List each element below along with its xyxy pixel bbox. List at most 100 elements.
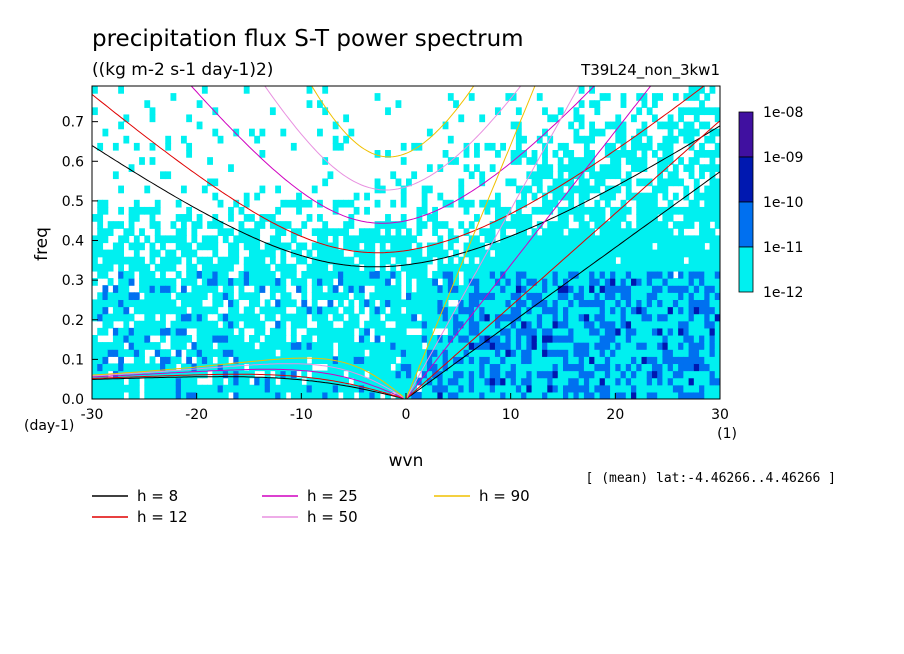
heat-cell	[515, 270, 522, 279]
heat-cell	[704, 292, 711, 301]
heat-cell	[170, 256, 177, 265]
heat-cell	[552, 334, 559, 343]
heat-cell	[112, 313, 119, 322]
heat-cell	[296, 356, 302, 365]
heat-cell	[343, 228, 350, 236]
heat-cell	[353, 349, 360, 357]
heat-cell	[599, 327, 606, 336]
heat-cell	[343, 391, 350, 399]
heat-cell	[290, 384, 297, 393]
heat-cell	[552, 285, 559, 293]
heat-cell	[102, 342, 109, 350]
heat-cell	[442, 384, 449, 393]
heat-cell	[631, 164, 637, 172]
heat-cell	[704, 164, 711, 172]
heat-cell	[641, 384, 648, 393]
heat-cell	[364, 242, 370, 251]
heat-cell	[217, 349, 224, 357]
heat-cell	[426, 370, 433, 379]
heat-cell	[599, 270, 606, 279]
heat-cell	[699, 192, 705, 201]
heat-cell	[631, 150, 637, 158]
heat-cell	[97, 363, 104, 372]
heat-cell	[704, 235, 711, 244]
heat-cell	[646, 242, 653, 251]
heat-cell	[641, 214, 648, 222]
heat-cell	[118, 384, 124, 393]
heat-cell	[369, 235, 376, 244]
heat-cell	[636, 256, 643, 265]
heat-cell	[615, 157, 622, 165]
heat-cell	[604, 292, 611, 301]
heat-cell	[474, 278, 480, 286]
heat-cell	[474, 313, 480, 322]
heat-cell	[275, 327, 281, 336]
heat-cell	[688, 121, 695, 130]
heat-cell	[102, 391, 109, 399]
heat-cell	[317, 313, 323, 322]
heat-cell	[526, 313, 533, 322]
heat-cell	[416, 256, 423, 265]
heat-cell	[547, 342, 554, 350]
heat-cell	[458, 384, 465, 393]
heat-cell	[118, 334, 124, 343]
heat-cell	[400, 342, 407, 350]
heat-cell	[437, 263, 444, 272]
heat-cell	[521, 299, 527, 308]
heat-cell	[505, 249, 512, 258]
heat-cell	[552, 306, 559, 315]
heat-cell	[343, 270, 350, 279]
heat-cell	[128, 228, 135, 236]
heat-cell	[385, 228, 391, 236]
heat-cell	[107, 391, 114, 399]
heat-cell	[589, 349, 595, 357]
heat-cell	[688, 356, 695, 365]
heat-cell	[568, 256, 575, 265]
heat-cell	[536, 235, 543, 244]
heat-cell	[578, 171, 585, 180]
heat-cell	[683, 306, 690, 315]
heat-cell	[641, 285, 648, 293]
heat-cell	[662, 384, 669, 393]
heat-cell	[353, 356, 360, 365]
heat-cell	[468, 342, 475, 350]
heat-cell	[426, 313, 433, 322]
heat-cell	[646, 192, 653, 201]
heat-cell	[243, 278, 250, 286]
heat-cell	[568, 121, 575, 130]
ig-curve-h25	[190, 86, 595, 224]
heat-cell	[322, 391, 329, 399]
heat-cell	[568, 306, 575, 315]
heat-cell	[269, 285, 276, 293]
heat-cell	[165, 327, 172, 336]
heat-cell	[678, 377, 684, 386]
heat-cell	[160, 327, 166, 336]
heat-cell	[437, 384, 444, 393]
heat-cell	[714, 299, 720, 308]
heat-cell	[688, 135, 695, 144]
heat-cell	[468, 356, 475, 365]
heat-cell	[201, 356, 208, 365]
heat-cell	[526, 214, 533, 222]
heat-cell	[563, 342, 569, 350]
heat-cell	[154, 349, 161, 357]
heat-cell	[678, 206, 684, 215]
heat-cell	[332, 285, 339, 293]
heat-cell	[651, 114, 658, 123]
heat-cell	[385, 107, 391, 116]
heat-cell	[474, 327, 480, 336]
heat-cell	[395, 363, 402, 372]
heat-cell	[175, 306, 182, 315]
heat-cell	[337, 278, 344, 286]
heat-cell	[604, 349, 611, 357]
heat-cell	[437, 313, 444, 322]
heat-cell	[374, 178, 381, 187]
heat-cell	[531, 363, 538, 372]
heat-cell	[468, 327, 475, 336]
heat-cell	[709, 278, 716, 286]
heat-cell	[489, 320, 496, 329]
heat-cell	[557, 206, 564, 215]
heat-cell	[453, 342, 459, 350]
heat-cell	[97, 221, 104, 229]
heat-cell	[479, 114, 486, 123]
